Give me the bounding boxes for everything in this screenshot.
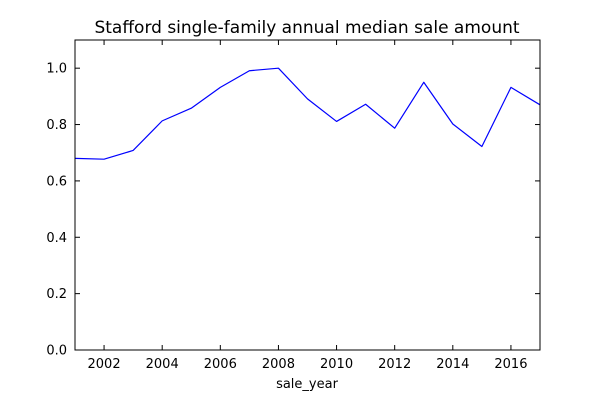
series-line xyxy=(74,67,541,160)
y-tick-label: 0.8 xyxy=(46,118,67,133)
y-tick-label: 1.0 xyxy=(46,62,67,77)
x-tick-label: 2012 xyxy=(378,357,411,372)
x-tick-label: 2008 xyxy=(262,357,295,372)
y-tick-label: 0.4 xyxy=(46,231,67,246)
plot-frame xyxy=(74,39,541,351)
x-tick-label: 2006 xyxy=(204,357,237,372)
chart-title: Stafford single-family annual median sal… xyxy=(94,18,519,38)
x-tick-label: 2016 xyxy=(494,357,527,372)
y-tick-label: 0.2 xyxy=(46,287,67,302)
y-tick-label: 0.6 xyxy=(46,174,67,189)
x-tick-label: 2014 xyxy=(436,357,469,372)
y-tick-label: 0.0 xyxy=(46,344,67,359)
ticks-layer: 2002 2004 2006 2008 2010 2012 2014 2016 0.0 0.2 0.… xyxy=(46,40,540,372)
x-tick-label: 2004 xyxy=(146,357,179,372)
x-tick-label: 2002 xyxy=(88,357,121,372)
series-layer xyxy=(74,67,541,160)
x-tick-label: 2010 xyxy=(320,357,353,372)
x-axis-label: sale_year xyxy=(276,377,339,392)
